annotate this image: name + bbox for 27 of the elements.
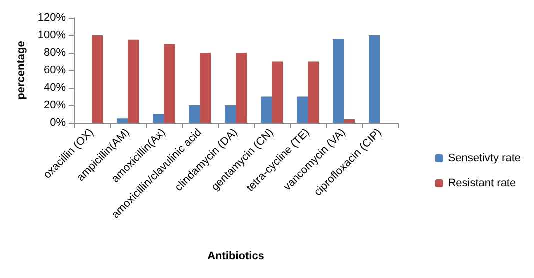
bar [189,106,200,123]
bar [297,96,308,123]
bar [153,114,164,123]
bar [117,118,128,123]
bar [272,62,284,123]
x-axis-title: Antibiotics [208,250,264,262]
bar [261,96,272,123]
y-tick-label: 120% [38,12,66,24]
bar [92,36,104,123]
bar [308,62,320,123]
y-tick-label: 100% [38,30,66,42]
bar [369,36,380,123]
bar [164,44,176,123]
legend-label: Resistant rate [448,178,516,190]
bar [344,120,356,123]
legend-label: Sensetivty rate [448,152,522,164]
y-tick-label: 60% [44,64,66,76]
bar [225,106,236,123]
y-tick-label: 80% [44,47,66,59]
bar [128,40,140,123]
y-tick-label: 40% [44,82,66,94]
bar [333,39,344,123]
bar [236,53,248,123]
y-tick-label: 0% [50,117,66,129]
y-axis-title: percentage [16,41,28,100]
bar [200,53,212,123]
y-tick-label: 20% [44,100,66,112]
